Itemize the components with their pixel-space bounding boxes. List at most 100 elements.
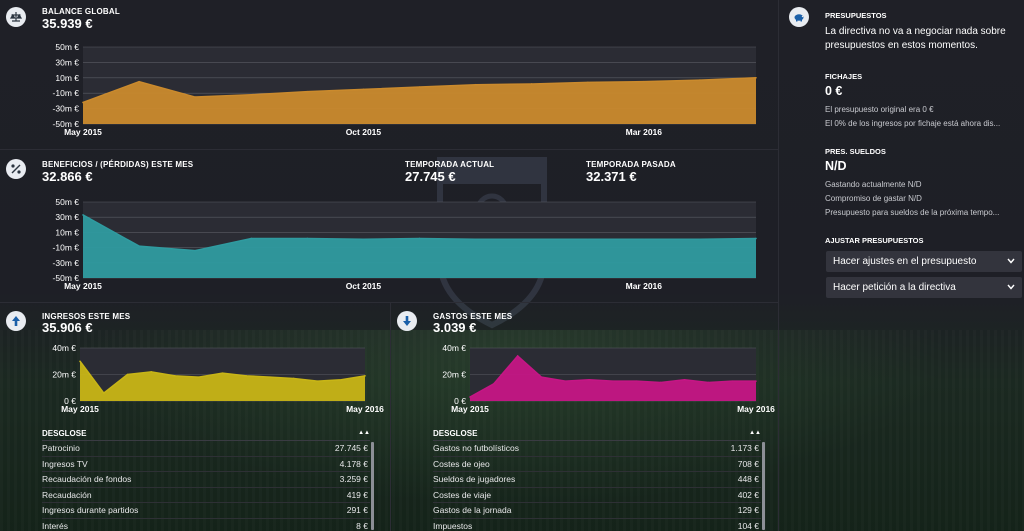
data-point — [306, 237, 309, 240]
ajustes-presupuesto-dropdown[interactable]: Hacer ajustes en el presupuesto — [826, 251, 1022, 272]
data-point — [731, 380, 733, 382]
series-area — [83, 214, 756, 278]
sueldos-line-2: Compromiso de gastar N/D — [825, 194, 922, 203]
table-row[interactable]: Impuestos 104 € — [433, 519, 761, 531]
separator — [0, 302, 778, 303]
data-point — [683, 379, 686, 381]
data-point — [418, 86, 421, 88]
balance-label: BALANCE GLOBAL — [42, 7, 120, 16]
piggy-bank-icon — [789, 7, 809, 27]
row-name: Costes de ojeo — [433, 458, 490, 469]
row-name: Gastos no futbolísticos — [433, 443, 519, 453]
data-point — [586, 81, 589, 84]
table-row[interactable]: Patrocinio 27.745 € — [42, 441, 370, 457]
x-tick-label: May 2015 — [451, 404, 489, 414]
row-value: 8 € — [356, 520, 368, 531]
row-value: 708 € — [737, 458, 759, 469]
separator — [0, 149, 778, 150]
table-row[interactable]: Costes de viaje 402 € — [433, 488, 761, 503]
presupuestos-title: PRESUPUESTOS — [825, 11, 887, 20]
data-point — [221, 372, 224, 374]
data-point — [699, 238, 701, 241]
table-row[interactable]: Ingresos durante partidos 291 € — [42, 503, 370, 519]
peticion-directiva-dropdown[interactable]: Hacer petición a la directiva — [826, 277, 1022, 298]
x-tick-label: Oct 2015 — [346, 127, 382, 137]
y-tick-label: -10m € — [53, 243, 80, 253]
y-tick-label: -50m € — [53, 273, 80, 283]
data-point — [362, 238, 365, 241]
table-row[interactable]: Recaudación 419 € — [42, 488, 370, 503]
series-area — [470, 355, 756, 401]
data-point — [79, 360, 81, 363]
ajustar-title: AJUSTAR PRESUPUESTOS — [825, 236, 924, 245]
data-point — [82, 101, 84, 104]
separator — [390, 303, 391, 531]
table-row[interactable]: Recaudación de fondos 3.259 € — [42, 472, 370, 488]
gastos-label: GASTOS ESTE MES — [433, 312, 513, 321]
beneficios-label: BENEFICIOS / (PÉRDIDAS) ESTE MES — [42, 160, 194, 169]
row-name: Gastos de la jornada — [433, 505, 512, 515]
data-point — [316, 380, 319, 382]
data-point — [636, 380, 638, 382]
data-point — [340, 379, 343, 381]
y-tick-label: 20m € — [442, 370, 466, 380]
data-point — [588, 379, 590, 381]
sueldos-line-3: Presupuesto para sueldos de la próxima t… — [825, 208, 1000, 217]
data-point — [138, 245, 140, 247]
y-tick-label: 30m € — [55, 57, 79, 67]
balance-chart: 50m € 30m € 10m € -10m € -30m € -50m €May 201… — [53, 42, 757, 137]
x-tick-label: May 2016 — [346, 404, 384, 414]
arrow-up-icon — [6, 311, 26, 331]
sueldos-title: PRES. SUELDOS — [825, 147, 886, 156]
sort-icon[interactable]: ▲▲ — [749, 430, 761, 436]
breakdown-header: DESGLOSE — [42, 429, 87, 438]
data-point — [469, 396, 471, 398]
y-tick-label: -30m € — [53, 104, 80, 114]
temporada-actual-label: TEMPORADA ACTUAL — [405, 160, 495, 169]
row-value: 1.173 € — [730, 443, 759, 453]
row-value: 419 € — [346, 489, 368, 500]
ingresos-label: INGRESOS ESTE MES — [42, 312, 131, 321]
ingresos-breakdown-table: DESGLOSE ▲▲ Patrocinio 27.745 € Ingresos T… — [42, 426, 370, 531]
beneficios-value: 32.866 € — [42, 169, 93, 184]
data-point — [699, 79, 701, 81]
row-value: 3.259 € — [339, 474, 368, 484]
row-value: 402 € — [737, 489, 759, 500]
row-name: Impuestos — [433, 520, 473, 531]
ingresos-scrollbar[interactable] — [371, 442, 374, 530]
table-row[interactable]: Gastos de la jornada 129 € — [433, 503, 761, 519]
row-value: 129 € — [737, 505, 759, 515]
data-point — [250, 237, 253, 240]
scales-icon — [6, 7, 26, 27]
x-tick-label: May 2015 — [64, 281, 102, 291]
sueldos-value: N/D — [825, 159, 847, 173]
y-tick-label: 20m € — [52, 370, 76, 380]
gastos-scrollbar[interactable] — [762, 442, 765, 530]
balance-value: 35.939 € — [42, 16, 93, 31]
data-point — [474, 238, 477, 241]
ingresos-chart: 40m € 20m € 0 €May 2015 May 2016 — [52, 343, 384, 414]
row-name: Costes de viaje — [433, 489, 492, 500]
row-name: Ingresos durante partidos — [42, 505, 139, 515]
data-point — [292, 377, 295, 380]
data-point — [362, 88, 365, 91]
data-point — [707, 381, 710, 384]
series-area — [80, 361, 365, 401]
table-row[interactable]: Sueldos de jugadores 448 € — [433, 472, 761, 488]
data-point — [150, 371, 153, 373]
table-row[interactable]: Gastos no futbolísticos 1.173 € — [433, 441, 761, 457]
row-value: 4.178 € — [339, 458, 368, 469]
data-point — [306, 90, 309, 93]
data-point — [493, 382, 495, 385]
row-name: Recaudación — [42, 489, 92, 500]
table-row[interactable]: Interés 8 € — [42, 519, 370, 531]
sort-icon[interactable]: ▲▲ — [358, 430, 370, 436]
y-tick-label: 30m € — [55, 212, 79, 222]
data-point — [643, 80, 645, 83]
table-row[interactable]: Costes de ojeo 708 € — [433, 457, 761, 472]
x-tick-label: Mar 2016 — [626, 281, 663, 291]
table-row[interactable]: Ingresos TV 4.178 € — [42, 457, 370, 472]
data-point — [474, 83, 477, 86]
data-point — [659, 381, 662, 384]
data-point — [82, 214, 84, 216]
